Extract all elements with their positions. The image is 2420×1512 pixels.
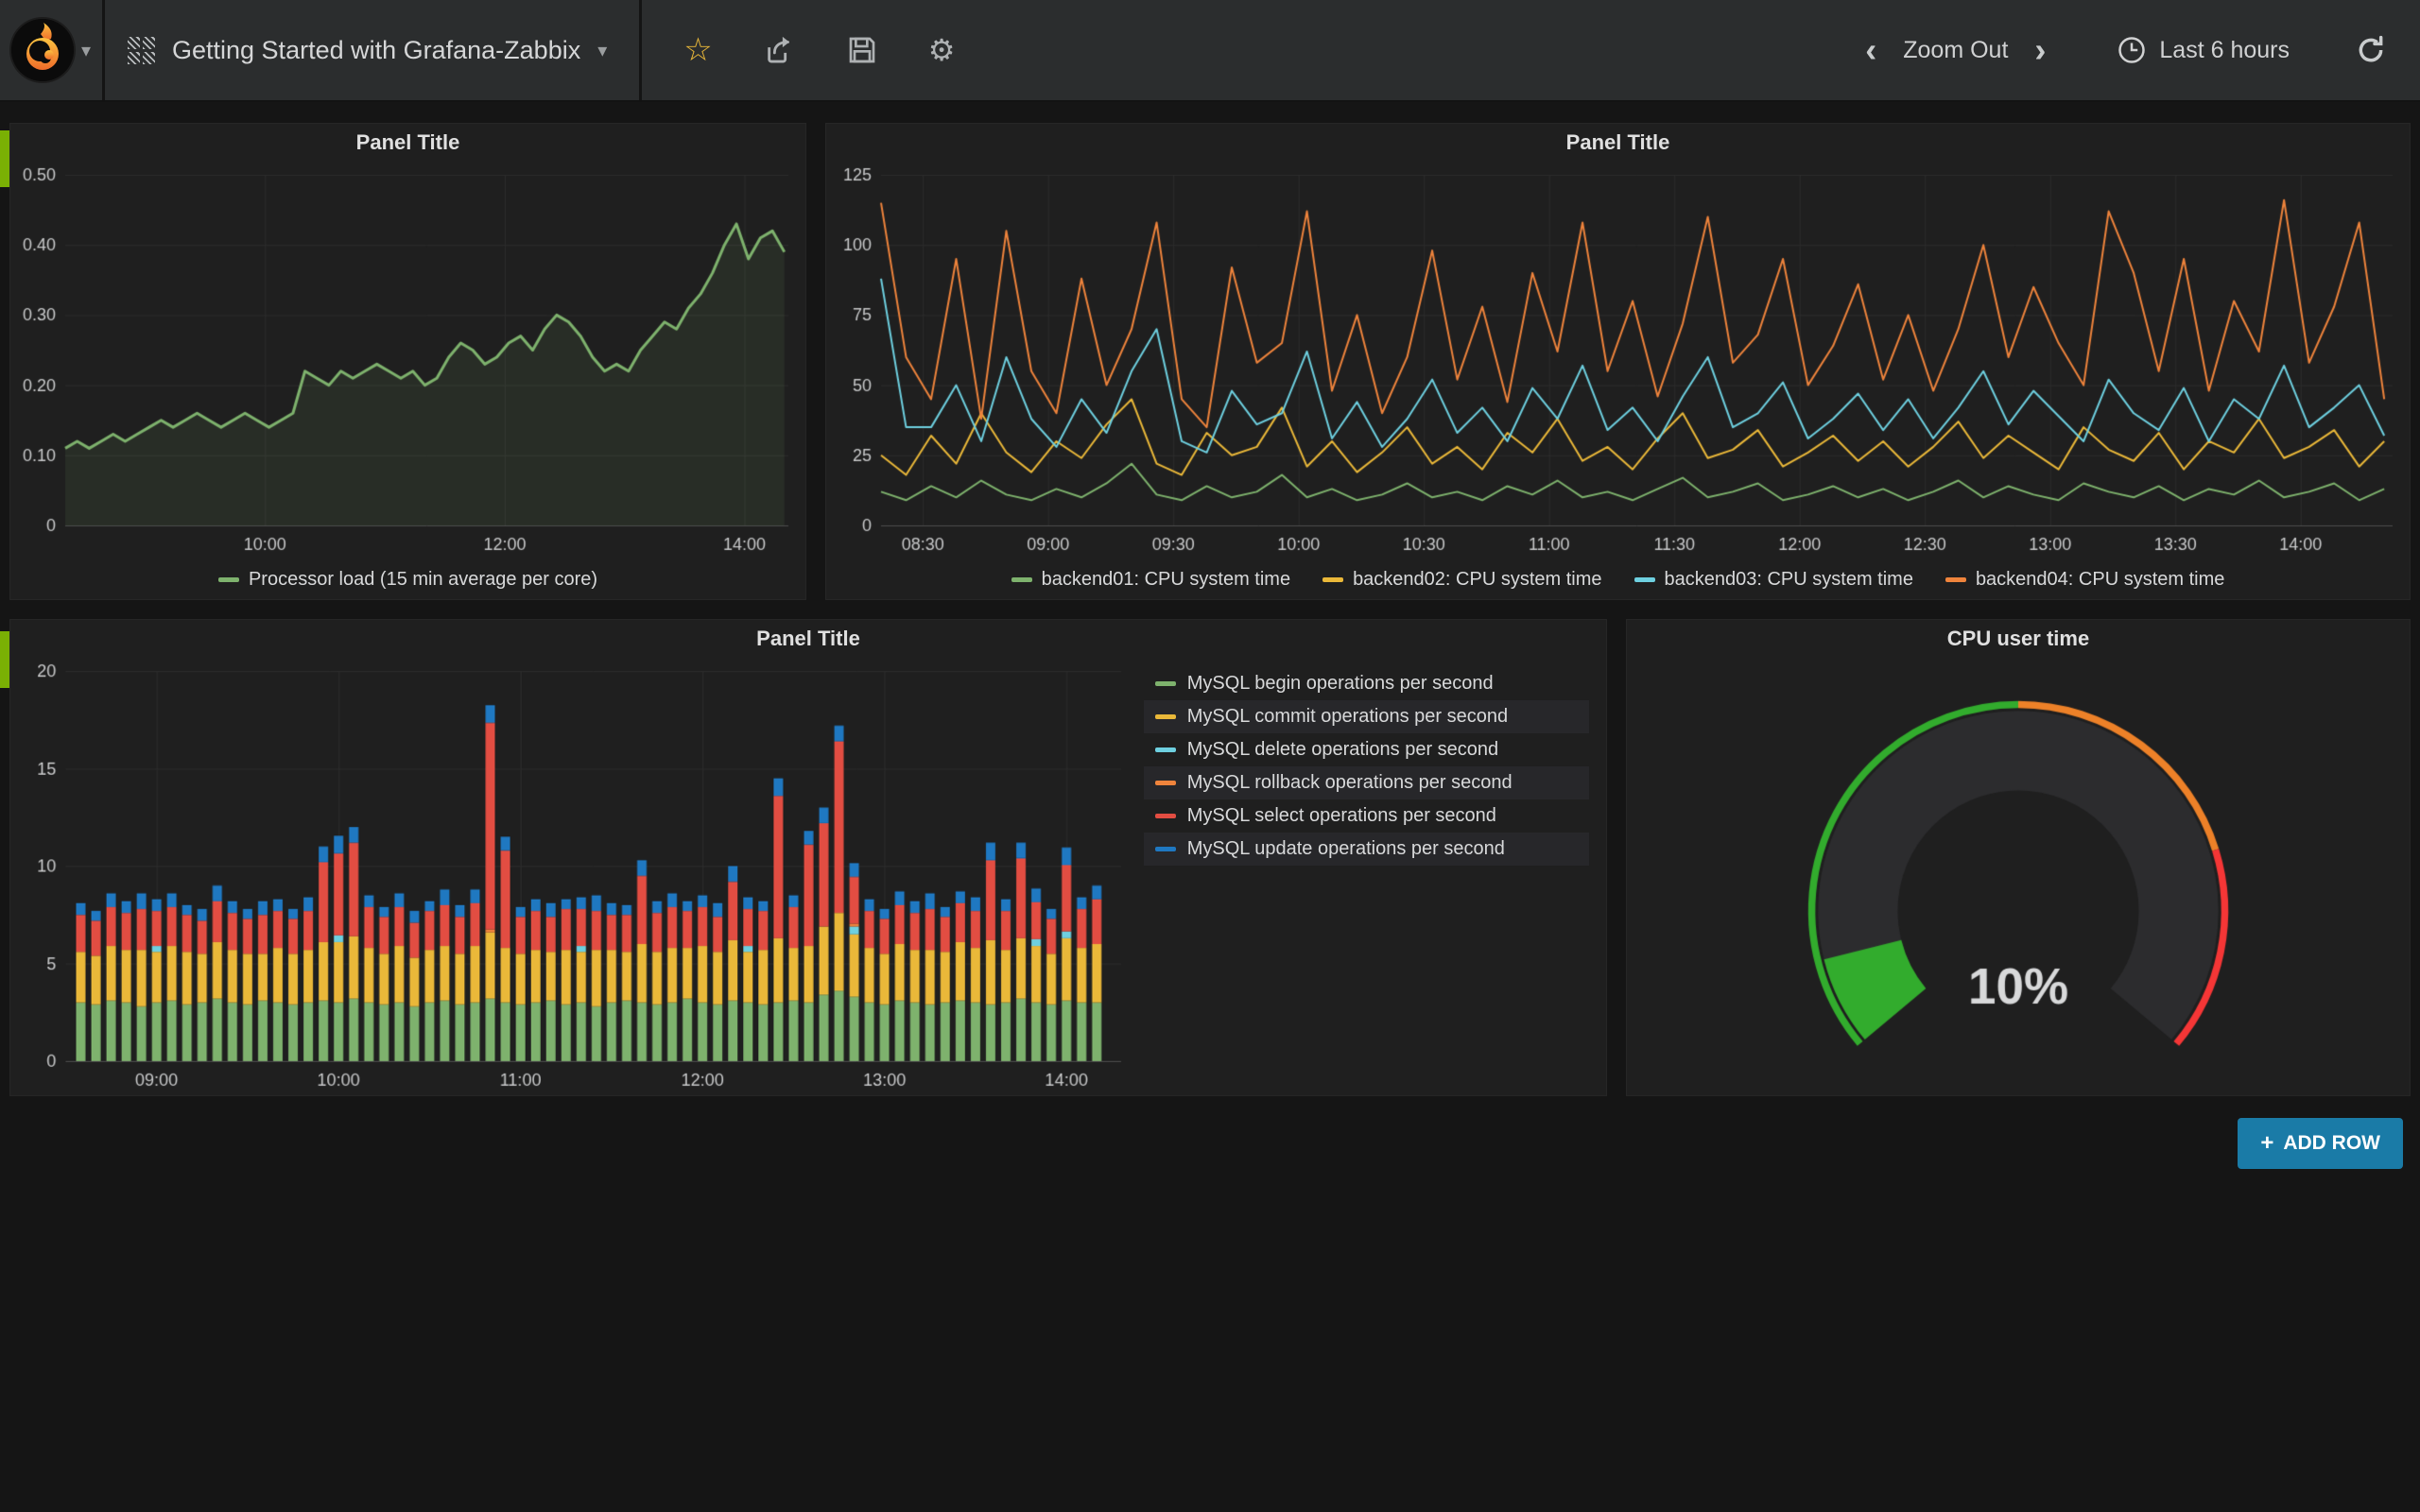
row-controls-strip[interactable] <box>0 130 10 187</box>
row-controls-strip[interactable] <box>0 631 10 688</box>
processor-load-chart[interactable] <box>10 162 805 559</box>
legend-label: Processor load (15 min average per core) <box>248 568 598 590</box>
grafana-logo-icon <box>10 19 74 81</box>
time-range-picker[interactable]: Last 6 hours <box>2118 36 2290 64</box>
legend-item[interactable]: backend04: CPU system time <box>1945 569 2224 591</box>
panel-legend: Processor load (15 min average per core) <box>10 559 805 599</box>
legend-item[interactable]: backend01: CPU system time <box>1011 569 1290 591</box>
time-range-label: Last 6 hours <box>2159 36 2290 63</box>
panel-legend: backend01: CPU system time backend02: CPU… <box>826 559 2410 599</box>
add-row-button[interactable]: + ADD ROW <box>2238 1118 2403 1169</box>
dashboard-grid-icon <box>128 36 155 64</box>
legend-label: backend03: CPU system time <box>1664 568 1913 590</box>
panel-legend: MySQL begin operations per second MySQL c… <box>1143 667 1589 866</box>
legend-label: MySQL delete operations per second <box>1186 739 1499 760</box>
panel-title[interactable]: Panel Title <box>355 130 460 154</box>
title-caret-icon: ▾ <box>597 40 608 61</box>
legend-item[interactable]: MySQL delete operations per second <box>1144 733 1589 766</box>
series-color-dash <box>1154 847 1176 851</box>
settings-gear-button[interactable]: ⚙ <box>927 33 956 67</box>
panel-mysql-operations: Panel Title MySQL begin operations per s… <box>9 619 1607 1096</box>
logo-caret-icon: ▾ <box>80 40 92 61</box>
series-color-dash <box>1945 576 1966 582</box>
series-color-dash <box>1154 781 1176 785</box>
cpu-user-time-gauge <box>1627 658 2410 1094</box>
legend-item[interactable]: MySQL select operations per second <box>1144 799 1589 833</box>
legend-item[interactable]: backend03: CPU system time <box>1634 569 1913 591</box>
dashboard-title: Getting Started with Grafana-Zabbix <box>172 35 581 64</box>
series-color-dash <box>1154 814 1176 818</box>
share-dashboard-button[interactable] <box>764 34 796 66</box>
panel-title[interactable]: Panel Title <box>756 627 860 650</box>
refresh-button[interactable] <box>2356 35 2386 65</box>
plus-icon: + <box>2260 1130 2274 1156</box>
dashboard-title-dropdown[interactable]: Getting Started with Grafana-Zabbix ▾ <box>105 0 639 100</box>
star-dashboard-button[interactable]: ☆ <box>683 32 713 68</box>
legend-label: backend01: CPU system time <box>1041 568 1291 590</box>
legend-item[interactable]: MySQL rollback operations per second <box>1143 766 1589 799</box>
series-color-dash <box>1154 714 1176 719</box>
legend-label: MySQL rollback operations per second <box>1186 772 1512 793</box>
zoom-out-button[interactable]: Zoom Out <box>1903 36 2009 63</box>
series-color-dash <box>217 576 239 582</box>
panel-cpu-system-time: Panel Title backend01: CPU system time ba… <box>825 123 2411 600</box>
series-color-dash <box>1154 747 1176 752</box>
grafana-menu-button[interactable]: ▾ <box>0 0 102 100</box>
navbar-divider <box>639 0 643 100</box>
legend-item[interactable]: MySQL begin operations per second <box>1144 667 1589 700</box>
legend-label: MySQL begin operations per second <box>1186 673 1494 694</box>
series-color-dash <box>1634 576 1655 582</box>
time-shift-left-button[interactable]: ‹ <box>1865 30 1877 69</box>
legend-label: MySQL commit operations per second <box>1186 706 1509 727</box>
legend-label: MySQL update operations per second <box>1186 838 1505 859</box>
legend-item[interactable]: MySQL commit operations per second <box>1143 700 1589 733</box>
top-navbar: ▾ Getting Started with Grafana-Zabbix ▾ … <box>0 0 2420 102</box>
legend-item[interactable]: backend02: CPU system time <box>1322 568 1602 591</box>
mysql-operations-chart[interactable] <box>10 658 1138 1095</box>
series-color-dash <box>1154 681 1176 686</box>
legend-item[interactable]: MySQL update operations per second <box>1143 833 1589 866</box>
legend-item[interactable]: Processor load (15 min average per core) <box>217 568 598 591</box>
add-row-label: ADD ROW <box>2283 1132 2380 1154</box>
legend-label: backend04: CPU system time <box>1975 568 2225 590</box>
panel-cpu-user-time: CPU user time <box>1626 619 2411 1096</box>
time-shift-right-button[interactable]: › <box>2034 30 2047 69</box>
clock-icon <box>2118 37 2146 63</box>
save-dashboard-button[interactable] <box>847 35 877 65</box>
navbar-divider <box>102 0 105 100</box>
series-color-dash <box>1322 576 1344 582</box>
cpu-system-time-chart[interactable] <box>826 162 2410 559</box>
legend-label: MySQL select operations per second <box>1186 805 1496 826</box>
series-color-dash <box>1011 576 1032 582</box>
panel-title[interactable]: CPU user time <box>1946 627 2090 650</box>
panel-title[interactable]: Panel Title <box>1565 130 1670 154</box>
panel-processor-load: Panel Title Processor load (15 min avera… <box>9 123 806 600</box>
legend-label: backend02: CPU system time <box>1353 568 1602 590</box>
